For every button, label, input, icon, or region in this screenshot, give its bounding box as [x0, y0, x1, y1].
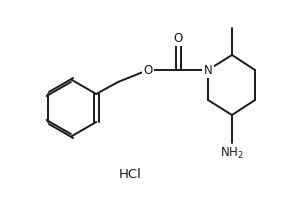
- Text: HCl: HCl: [119, 168, 141, 181]
- Text: N: N: [203, 63, 212, 76]
- Text: NH$_2$: NH$_2$: [220, 146, 244, 161]
- Text: O: O: [143, 63, 153, 76]
- Text: O: O: [173, 32, 183, 45]
